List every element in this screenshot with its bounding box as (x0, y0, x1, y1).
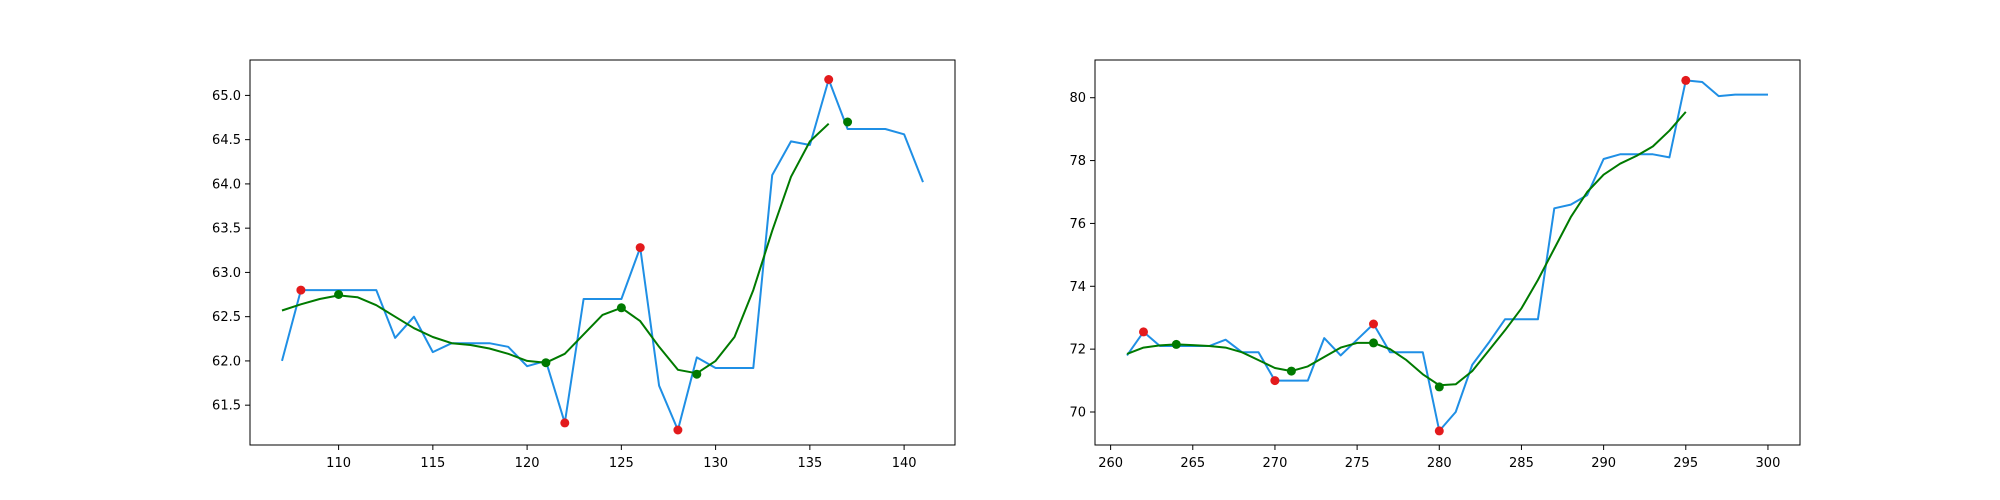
series-line-0 (1126, 79, 1768, 432)
chart-right: 260 265 270 275 280 285 290 295 300 70 72 74 76 78 80 (1069, 59, 1801, 471)
series-point-3-4 (843, 117, 853, 127)
chart-left: 110 115 120 125 130 135 140 61.5 62.0 62.5 63.0 63.… (212, 59, 956, 471)
x-tick-label: 285 (1509, 456, 1534, 471)
axes-frame (249, 59, 956, 446)
y-tick-label: 78 (1069, 154, 1086, 169)
series-point-3-1 (541, 358, 551, 368)
y-tick-label: 72 (1069, 343, 1086, 358)
series-point-2-1 (560, 418, 570, 428)
series-point-2-4 (824, 75, 834, 84)
y-tick-label: 76 (1069, 217, 1086, 232)
y-tick-label: 64.0 (212, 177, 241, 192)
series-point-2-0 (1139, 327, 1148, 337)
series-line-1 (281, 122, 830, 375)
y-tick-label: 70 (1069, 406, 1086, 421)
x-tick-label: 280 (1427, 456, 1452, 471)
series-point-2-0 (296, 285, 306, 295)
y-tick-label: 63.0 (212, 266, 241, 281)
x-tick-label: 270 (1263, 456, 1288, 471)
series-line-0 (281, 78, 924, 431)
y-tick-label: 64.5 (212, 133, 241, 148)
series-point-3-3 (1434, 382, 1444, 392)
y-tick-label: 62.5 (212, 310, 241, 325)
x-tick-label: 140 (892, 456, 917, 471)
y-tick-label: 74 (1069, 280, 1086, 295)
axes-frame (1094, 59, 1801, 446)
x-tick-label: 265 (1180, 456, 1205, 471)
series-point-2-2 (635, 243, 645, 253)
x-tick-label: 300 (1756, 456, 1781, 471)
x-tick-label: 290 (1591, 456, 1616, 471)
series-point-2-4 (1681, 75, 1691, 85)
x-tick-label: 125 (609, 456, 634, 471)
series-line-1 (1126, 111, 1687, 387)
x-tick-label: 135 (797, 456, 822, 471)
series-point-3-0 (334, 290, 344, 299)
x-tick-label: 115 (420, 456, 445, 471)
series-point-3-1 (1286, 366, 1296, 376)
y-tick-label: 63.5 (212, 222, 241, 237)
x-tick-label: 120 (515, 456, 540, 471)
x-tick-label: 260 (1098, 456, 1123, 471)
x-tick-label: 295 (1673, 456, 1698, 471)
series-point-2-2 (1369, 319, 1378, 329)
series-point-2-3 (1434, 426, 1444, 436)
series-point-3-2 (1369, 338, 1378, 348)
x-tick-label: 130 (703, 456, 728, 471)
y-tick-label: 65.0 (212, 89, 241, 104)
series-point-3-3 (692, 369, 702, 379)
series-point-2-3 (673, 425, 683, 435)
series-point-3-0 (1171, 339, 1181, 349)
y-tick-label: 62.0 (212, 354, 241, 369)
series-point-3-2 (616, 303, 626, 313)
series-point-2-1 (1270, 376, 1280, 386)
x-tick-label: 110 (326, 456, 351, 471)
y-tick-label: 61.5 (212, 399, 241, 414)
y-tick-label: 80 (1069, 91, 1086, 106)
x-tick-label: 275 (1345, 456, 1370, 471)
